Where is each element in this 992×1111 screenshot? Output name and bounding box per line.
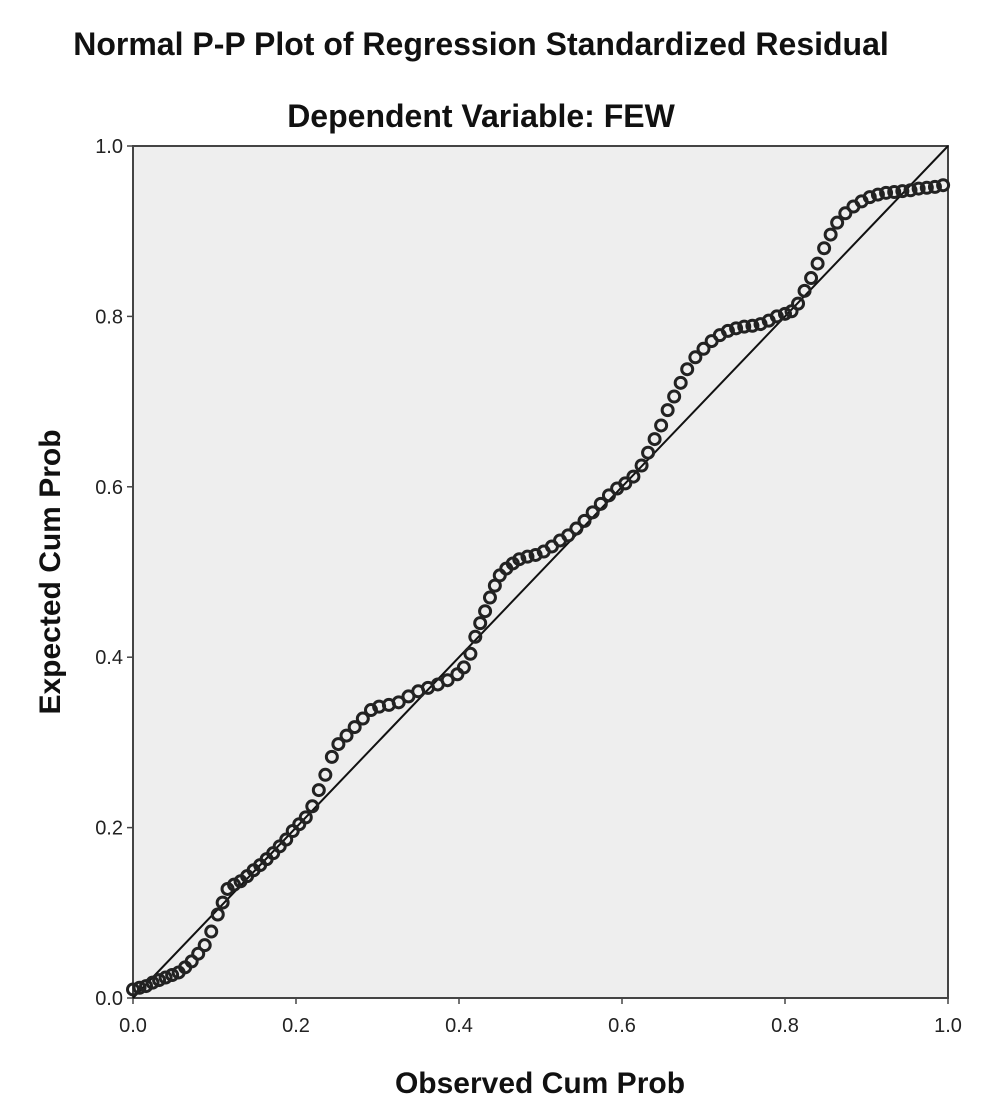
x-tick-label: 0.2 [282, 1015, 310, 1037]
data-point [440, 673, 455, 688]
data-point [347, 720, 362, 735]
data-point [830, 215, 845, 230]
data-point [688, 350, 703, 365]
data-point [152, 973, 167, 988]
data-point [577, 513, 592, 528]
data-point [696, 341, 711, 356]
data-point [468, 629, 483, 644]
x-tick-label: 0.8 [771, 1015, 799, 1037]
data-point [145, 975, 160, 990]
data-points [126, 178, 951, 997]
data-point [660, 403, 675, 418]
data-point [158, 970, 173, 985]
data-point [673, 375, 688, 390]
data-point [887, 185, 902, 200]
y-tick-label: 0.6 [95, 477, 123, 499]
data-point [911, 181, 926, 196]
data-point [647, 432, 662, 447]
data-point [862, 190, 877, 205]
data-point [729, 321, 744, 336]
data-point [797, 283, 812, 298]
data-point [197, 938, 212, 953]
data-point [132, 980, 147, 995]
data-point [817, 241, 832, 256]
x-tick-label: 1.0 [934, 1015, 962, 1037]
data-point [569, 521, 584, 536]
data-point [311, 783, 326, 798]
y-axis-label: Expected Cum Prob [34, 429, 67, 714]
y-tick-label: 0.8 [95, 306, 123, 328]
data-point [305, 799, 320, 814]
data-point [512, 552, 527, 567]
data-point [204, 924, 219, 939]
chart-subtitle: Dependent Variable: FEW [287, 98, 675, 134]
x-axis-label: Observed Cum Prob [395, 1067, 685, 1100]
axis-ticks: 0.0 0.2 0.4 0.6 0.8 1.0 0.0 0.2 0.4 0.6 0.8 1.0 [95, 136, 962, 1037]
x-tick-label: 0.0 [119, 1015, 147, 1037]
data-point [838, 206, 853, 221]
data-point [331, 737, 346, 752]
data-point [463, 646, 478, 661]
data-point [810, 256, 825, 271]
data-point [593, 496, 608, 511]
data-point [473, 616, 488, 631]
data-point [618, 476, 633, 491]
data-point [667, 389, 682, 404]
data-point [634, 458, 649, 473]
data-point [165, 967, 180, 982]
data-point [778, 306, 792, 321]
data-point [641, 445, 656, 460]
data-point [680, 362, 695, 377]
y-tick-label: 0.4 [95, 647, 123, 669]
x-tick-label: 0.6 [608, 1015, 636, 1037]
data-point [769, 309, 784, 324]
data-point [298, 810, 313, 825]
data-point [895, 184, 910, 199]
data-point [626, 469, 641, 484]
data-point [791, 296, 806, 311]
data-point [191, 946, 206, 961]
data-point [804, 271, 819, 286]
data-point [927, 179, 942, 194]
data-point [823, 227, 838, 242]
data-point [654, 418, 669, 433]
data-point [737, 319, 752, 334]
x-tick-label: 0.4 [445, 1015, 473, 1037]
data-point [720, 323, 735, 338]
data-point [391, 695, 406, 710]
chart-title: Normal P-P Plot of Regression Standardiz… [73, 26, 889, 62]
data-point [585, 505, 600, 520]
data-point [279, 832, 294, 847]
y-tick-label: 0.0 [95, 988, 123, 1010]
data-point [215, 895, 230, 910]
data-point [210, 907, 225, 922]
data-point [879, 185, 894, 200]
data-point [355, 711, 370, 726]
data-point [561, 528, 576, 543]
data-point [903, 183, 918, 198]
data-point [339, 728, 354, 743]
data-point [318, 767, 333, 782]
y-tick-label: 0.2 [95, 818, 123, 840]
data-point [745, 318, 760, 333]
data-point [456, 660, 471, 675]
data-point [601, 488, 616, 503]
data-point [482, 590, 497, 605]
data-point [520, 549, 535, 564]
y-tick-label: 1.0 [95, 136, 123, 158]
data-point [324, 749, 339, 764]
data-point [870, 187, 885, 202]
data-point [126, 982, 140, 997]
data-point [919, 180, 934, 195]
data-point [478, 604, 493, 619]
data-point [936, 178, 951, 193]
